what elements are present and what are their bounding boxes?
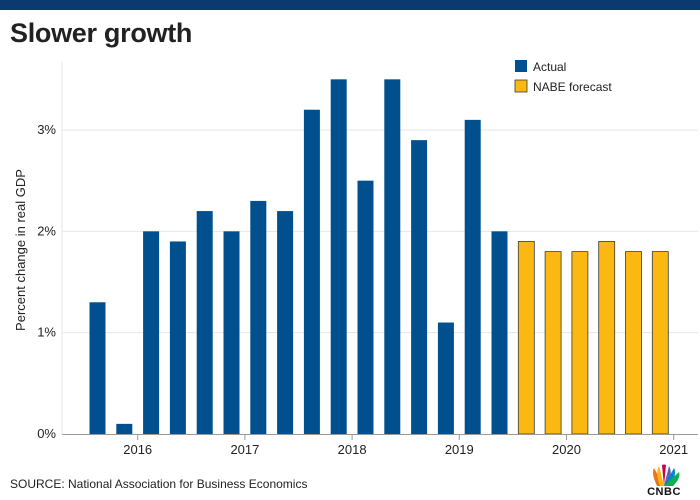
legend: Actual NABE forecast	[514, 60, 612, 94]
x-tick-label: 2018	[338, 442, 367, 457]
bars	[89, 79, 669, 435]
actual-bar	[437, 322, 454, 434]
x-tick-label: 2020	[552, 442, 581, 457]
actual-bar	[116, 423, 133, 434]
actual-bar	[303, 109, 320, 434]
cnbc-logo: CNBC	[635, 464, 693, 500]
chart-title: Slower growth	[10, 18, 193, 48]
y-tick-label: 0%	[37, 426, 56, 441]
actual-bar	[196, 211, 213, 434]
x-tick-label: 2021	[659, 442, 688, 457]
source-note: SOURCE: National Association for Busines…	[10, 477, 308, 491]
peacock-icon	[653, 464, 680, 486]
forecast-bar	[544, 251, 562, 435]
logo-wordmark: CNBC	[647, 486, 681, 498]
x-tick-label: 2016	[123, 442, 152, 457]
actual-bar	[169, 241, 186, 434]
y-tick-label: 3%	[37, 122, 56, 137]
actual-bar	[491, 231, 508, 434]
y-axis-label: Percent change in real GDP	[13, 169, 28, 331]
forecast-bar	[625, 251, 642, 435]
actual-bar	[357, 180, 374, 434]
actual-bar	[89, 302, 106, 434]
actual-bar	[143, 231, 160, 434]
actual-bar	[223, 231, 240, 434]
legend-label-forecast: NABE forecast	[533, 80, 612, 94]
forecast-bar	[651, 251, 669, 435]
y-tick-label: 1%	[37, 325, 56, 340]
actual-bar	[277, 211, 294, 434]
y-tick-label: 2%	[37, 223, 56, 238]
forecast-bar	[598, 241, 616, 435]
actual-bar	[384, 79, 401, 434]
gridlines	[61, 62, 698, 434]
actual-bar	[411, 140, 428, 434]
x-tick-label: 2017	[230, 442, 259, 457]
axes: 0% 1% 2% 3% 2016 2017 2018 2019 2020 2021 Percent …	[13, 122, 698, 457]
legend-label-actual: Actual	[533, 60, 566, 74]
forecast-bar	[517, 241, 535, 435]
actual-bar	[330, 79, 347, 434]
top-bar	[0, 0, 700, 10]
legend-swatch-actual	[515, 60, 527, 72]
x-tick-label: 2019	[445, 442, 474, 457]
forecast-bar	[571, 251, 589, 435]
actual-bar	[250, 200, 267, 434]
legend-swatch-forecast	[514, 79, 528, 93]
actual-bar	[464, 119, 481, 434]
